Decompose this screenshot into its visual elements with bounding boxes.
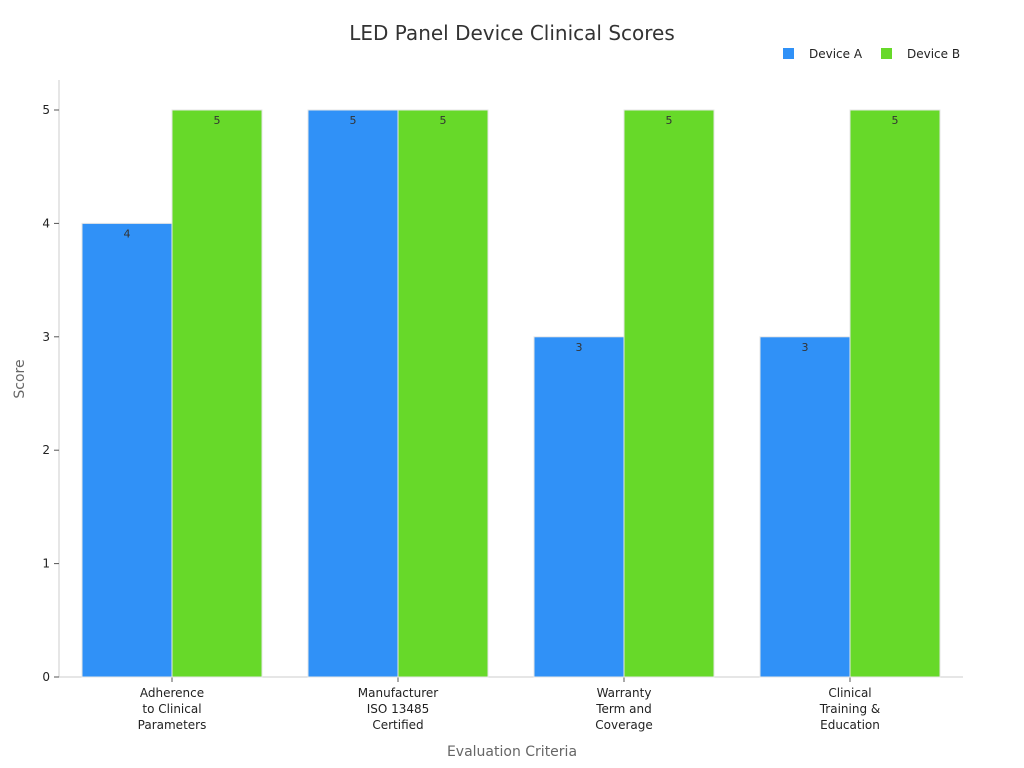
data-label: 3 <box>802 341 809 354</box>
y-tick-label: 1 <box>42 557 50 571</box>
y-axis-title: Score <box>12 359 28 398</box>
x-tick-label-line: Training & <box>819 702 881 716</box>
data-label: 5 <box>214 114 221 127</box>
x-tick-label: Warranty Term and Coverage <box>595 686 653 732</box>
x-tick-label-line: Parameters <box>138 718 207 732</box>
data-label: 3 <box>576 341 583 354</box>
x-tick-label: Manufacturer ISO 13485 Certified <box>358 686 438 732</box>
x-tick-label-line: Coverage <box>595 718 653 732</box>
x-tick-label-line: Education <box>820 718 880 732</box>
x-tick-label-line: Clinical <box>828 686 871 700</box>
bar-device-a-2 <box>533 336 625 678</box>
x-tick-label-line: Term and <box>595 702 651 716</box>
data-label: 5 <box>350 114 357 127</box>
y-tick-label: 3 <box>42 330 50 344</box>
bar-device-b-0 <box>171 109 263 678</box>
x-axis-title: Evaluation Criteria <box>447 744 577 760</box>
axes: 0 1 2 3 4 5 Adherence to Clinical Parameters Manu… <box>42 80 963 732</box>
data-label: 5 <box>666 114 673 127</box>
x-tick-label-line: ISO 13485 <box>367 702 430 716</box>
bar-device-b-1 <box>397 109 489 678</box>
legend: Device A Device B <box>783 47 960 61</box>
bars-group <box>81 109 941 678</box>
y-tick-label: 4 <box>42 216 50 230</box>
x-tick-label: Adherence to Clinical Parameters <box>138 686 207 732</box>
data-label: 4 <box>124 227 131 240</box>
x-tick-label-line: Warranty <box>597 686 652 700</box>
legend-label: Device A <box>809 47 863 61</box>
y-tick-label: 0 <box>42 670 50 684</box>
data-labels-group: 4 5 5 5 3 5 3 5 <box>124 114 899 354</box>
legend-swatch <box>881 48 892 59</box>
x-tick-label-line: Certified <box>372 718 423 732</box>
x-tick-label-line: Manufacturer <box>358 686 438 700</box>
bar-device-a-1 <box>307 109 399 678</box>
bar-device-b-2 <box>623 109 715 678</box>
chart-title: LED Panel Device Clinical Scores <box>349 21 675 45</box>
bar-device-a-3 <box>759 336 851 678</box>
x-tick-label-line: Adherence <box>140 686 204 700</box>
x-tick-label-line: to Clinical <box>142 702 201 716</box>
data-label: 5 <box>892 114 899 127</box>
bar-device-a-0 <box>81 222 173 678</box>
legend-swatch <box>783 48 794 59</box>
legend-label: Device B <box>907 47 960 61</box>
x-tick-label: Clinical Training & Education <box>819 686 881 732</box>
y-tick-label: 5 <box>42 103 50 117</box>
bar-device-b-3 <box>849 109 941 678</box>
data-label: 5 <box>440 114 447 127</box>
y-tick-label: 2 <box>42 443 50 457</box>
